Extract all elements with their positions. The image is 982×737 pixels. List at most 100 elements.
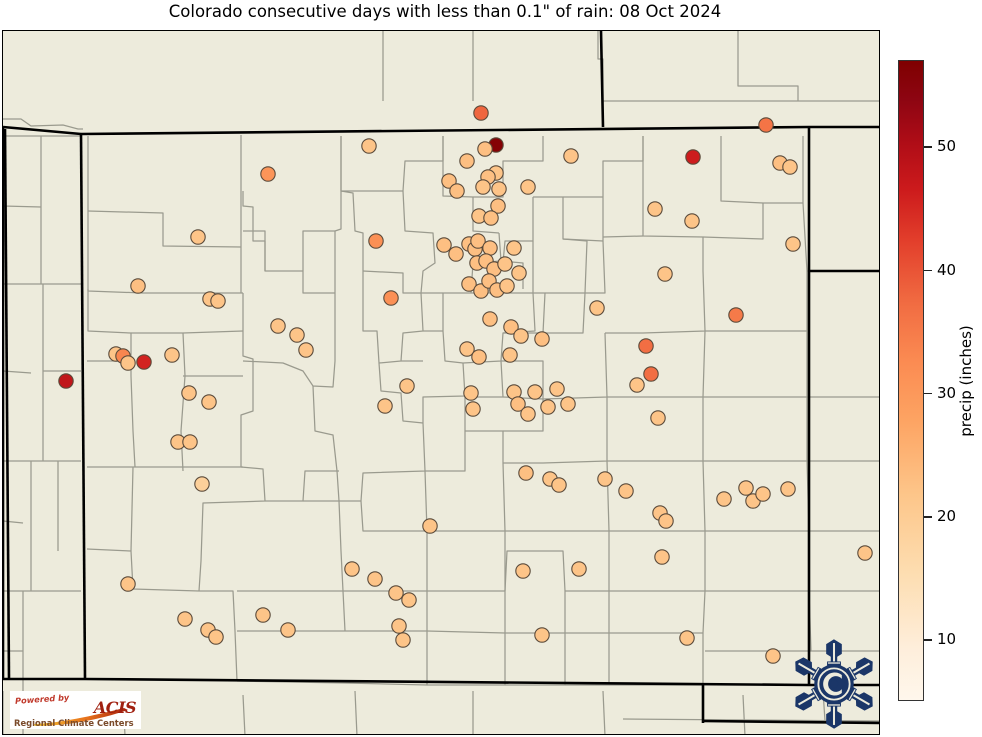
station-marker[interactable] (190, 229, 206, 245)
station-marker[interactable] (475, 179, 491, 195)
station-marker[interactable] (738, 480, 754, 496)
station-marker[interactable] (441, 173, 457, 189)
station-marker[interactable] (597, 471, 613, 487)
station-marker[interactable] (510, 396, 526, 412)
station-marker[interactable] (459, 341, 475, 357)
station-marker[interactable] (765, 648, 781, 664)
station-marker[interactable] (201, 394, 217, 410)
station-marker[interactable] (638, 338, 654, 354)
station-marker[interactable] (388, 585, 404, 601)
station-marker[interactable] (506, 240, 522, 256)
station-marker[interactable] (758, 117, 774, 133)
station-markers[interactable] (58, 105, 873, 664)
station-marker[interactable] (482, 240, 498, 256)
station-marker[interactable] (377, 398, 393, 414)
station-marker[interactable] (551, 477, 567, 493)
station-marker[interactable] (563, 148, 579, 164)
station-marker[interactable] (436, 237, 452, 253)
station-marker[interactable] (491, 181, 507, 197)
station-marker[interactable] (477, 141, 493, 157)
station-marker[interactable] (344, 561, 360, 577)
station-marker[interactable] (643, 366, 659, 382)
station-marker[interactable] (395, 632, 411, 648)
station-marker[interactable] (473, 283, 489, 299)
station-marker[interactable] (280, 622, 296, 638)
station-marker[interactable] (399, 378, 415, 394)
station-marker[interactable] (401, 592, 417, 608)
station-marker[interactable] (684, 213, 700, 229)
station-marker[interactable] (520, 406, 536, 422)
station-marker[interactable] (361, 138, 377, 154)
station-marker[interactable] (367, 571, 383, 587)
station-marker[interactable] (502, 347, 518, 363)
station-marker[interactable] (120, 355, 136, 371)
station-marker[interactable] (194, 476, 210, 492)
station-marker[interactable] (549, 381, 565, 397)
station-marker[interactable] (383, 290, 399, 306)
station-marker[interactable] (589, 300, 605, 316)
colorbar[interactable]: 10 20 30 40 50 precip (inches) (898, 60, 982, 702)
map-canvas[interactable] (3, 31, 880, 735)
station-marker[interactable] (560, 396, 576, 412)
station-marker[interactable] (497, 256, 513, 272)
station-marker[interactable] (483, 210, 499, 226)
station-marker[interactable] (136, 354, 152, 370)
station-marker[interactable] (490, 198, 506, 214)
station-marker[interactable] (540, 399, 556, 415)
station-marker[interactable] (470, 233, 486, 249)
station-marker[interactable] (448, 246, 464, 262)
station-marker[interactable] (208, 629, 224, 645)
station-marker[interactable] (629, 377, 645, 393)
station-marker[interactable] (130, 278, 146, 294)
station-marker[interactable] (422, 518, 438, 534)
station-marker[interactable] (58, 373, 74, 389)
station-marker[interactable] (782, 159, 798, 175)
station-marker[interactable] (513, 328, 529, 344)
station-marker[interactable] (463, 385, 479, 401)
station-marker[interactable] (181, 385, 197, 401)
station-marker[interactable] (461, 276, 477, 292)
station-marker[interactable] (391, 618, 407, 634)
station-marker[interactable] (716, 491, 732, 507)
station-marker[interactable] (289, 327, 305, 343)
station-marker[interactable] (499, 278, 515, 294)
station-marker[interactable] (182, 434, 198, 450)
station-marker[interactable] (260, 166, 276, 182)
station-marker[interactable] (780, 481, 796, 497)
station-marker[interactable] (520, 179, 536, 195)
station-marker[interactable] (857, 545, 873, 561)
station-marker[interactable] (482, 311, 498, 327)
station-marker[interactable] (120, 576, 136, 592)
station-marker[interactable] (527, 384, 543, 400)
map-panel[interactable] (2, 30, 880, 735)
station-marker[interactable] (368, 233, 384, 249)
station-marker[interactable] (534, 331, 550, 347)
station-marker[interactable] (270, 318, 286, 334)
station-marker[interactable] (650, 410, 666, 426)
station-marker[interactable] (164, 347, 180, 363)
station-marker[interactable] (728, 307, 744, 323)
station-marker[interactable] (618, 483, 634, 499)
station-marker[interactable] (647, 201, 663, 217)
station-marker[interactable] (255, 607, 271, 623)
station-marker[interactable] (785, 236, 801, 252)
station-marker[interactable] (515, 563, 531, 579)
station-marker[interactable] (503, 319, 519, 335)
station-marker[interactable] (298, 342, 314, 358)
station-marker[interactable] (465, 401, 481, 417)
station-marker[interactable] (473, 105, 489, 121)
station-marker[interactable] (459, 153, 475, 169)
station-marker[interactable] (657, 266, 673, 282)
station-marker[interactable] (571, 561, 587, 577)
station-marker[interactable] (449, 183, 465, 199)
station-marker[interactable] (471, 349, 487, 365)
station-marker[interactable] (177, 611, 193, 627)
station-marker[interactable] (679, 630, 695, 646)
station-marker[interactable] (518, 465, 534, 481)
station-marker[interactable] (755, 486, 771, 502)
station-marker[interactable] (534, 627, 550, 643)
station-marker[interactable] (210, 293, 226, 309)
station-marker[interactable] (654, 549, 670, 565)
station-marker[interactable] (658, 513, 674, 529)
station-marker[interactable] (685, 149, 701, 165)
